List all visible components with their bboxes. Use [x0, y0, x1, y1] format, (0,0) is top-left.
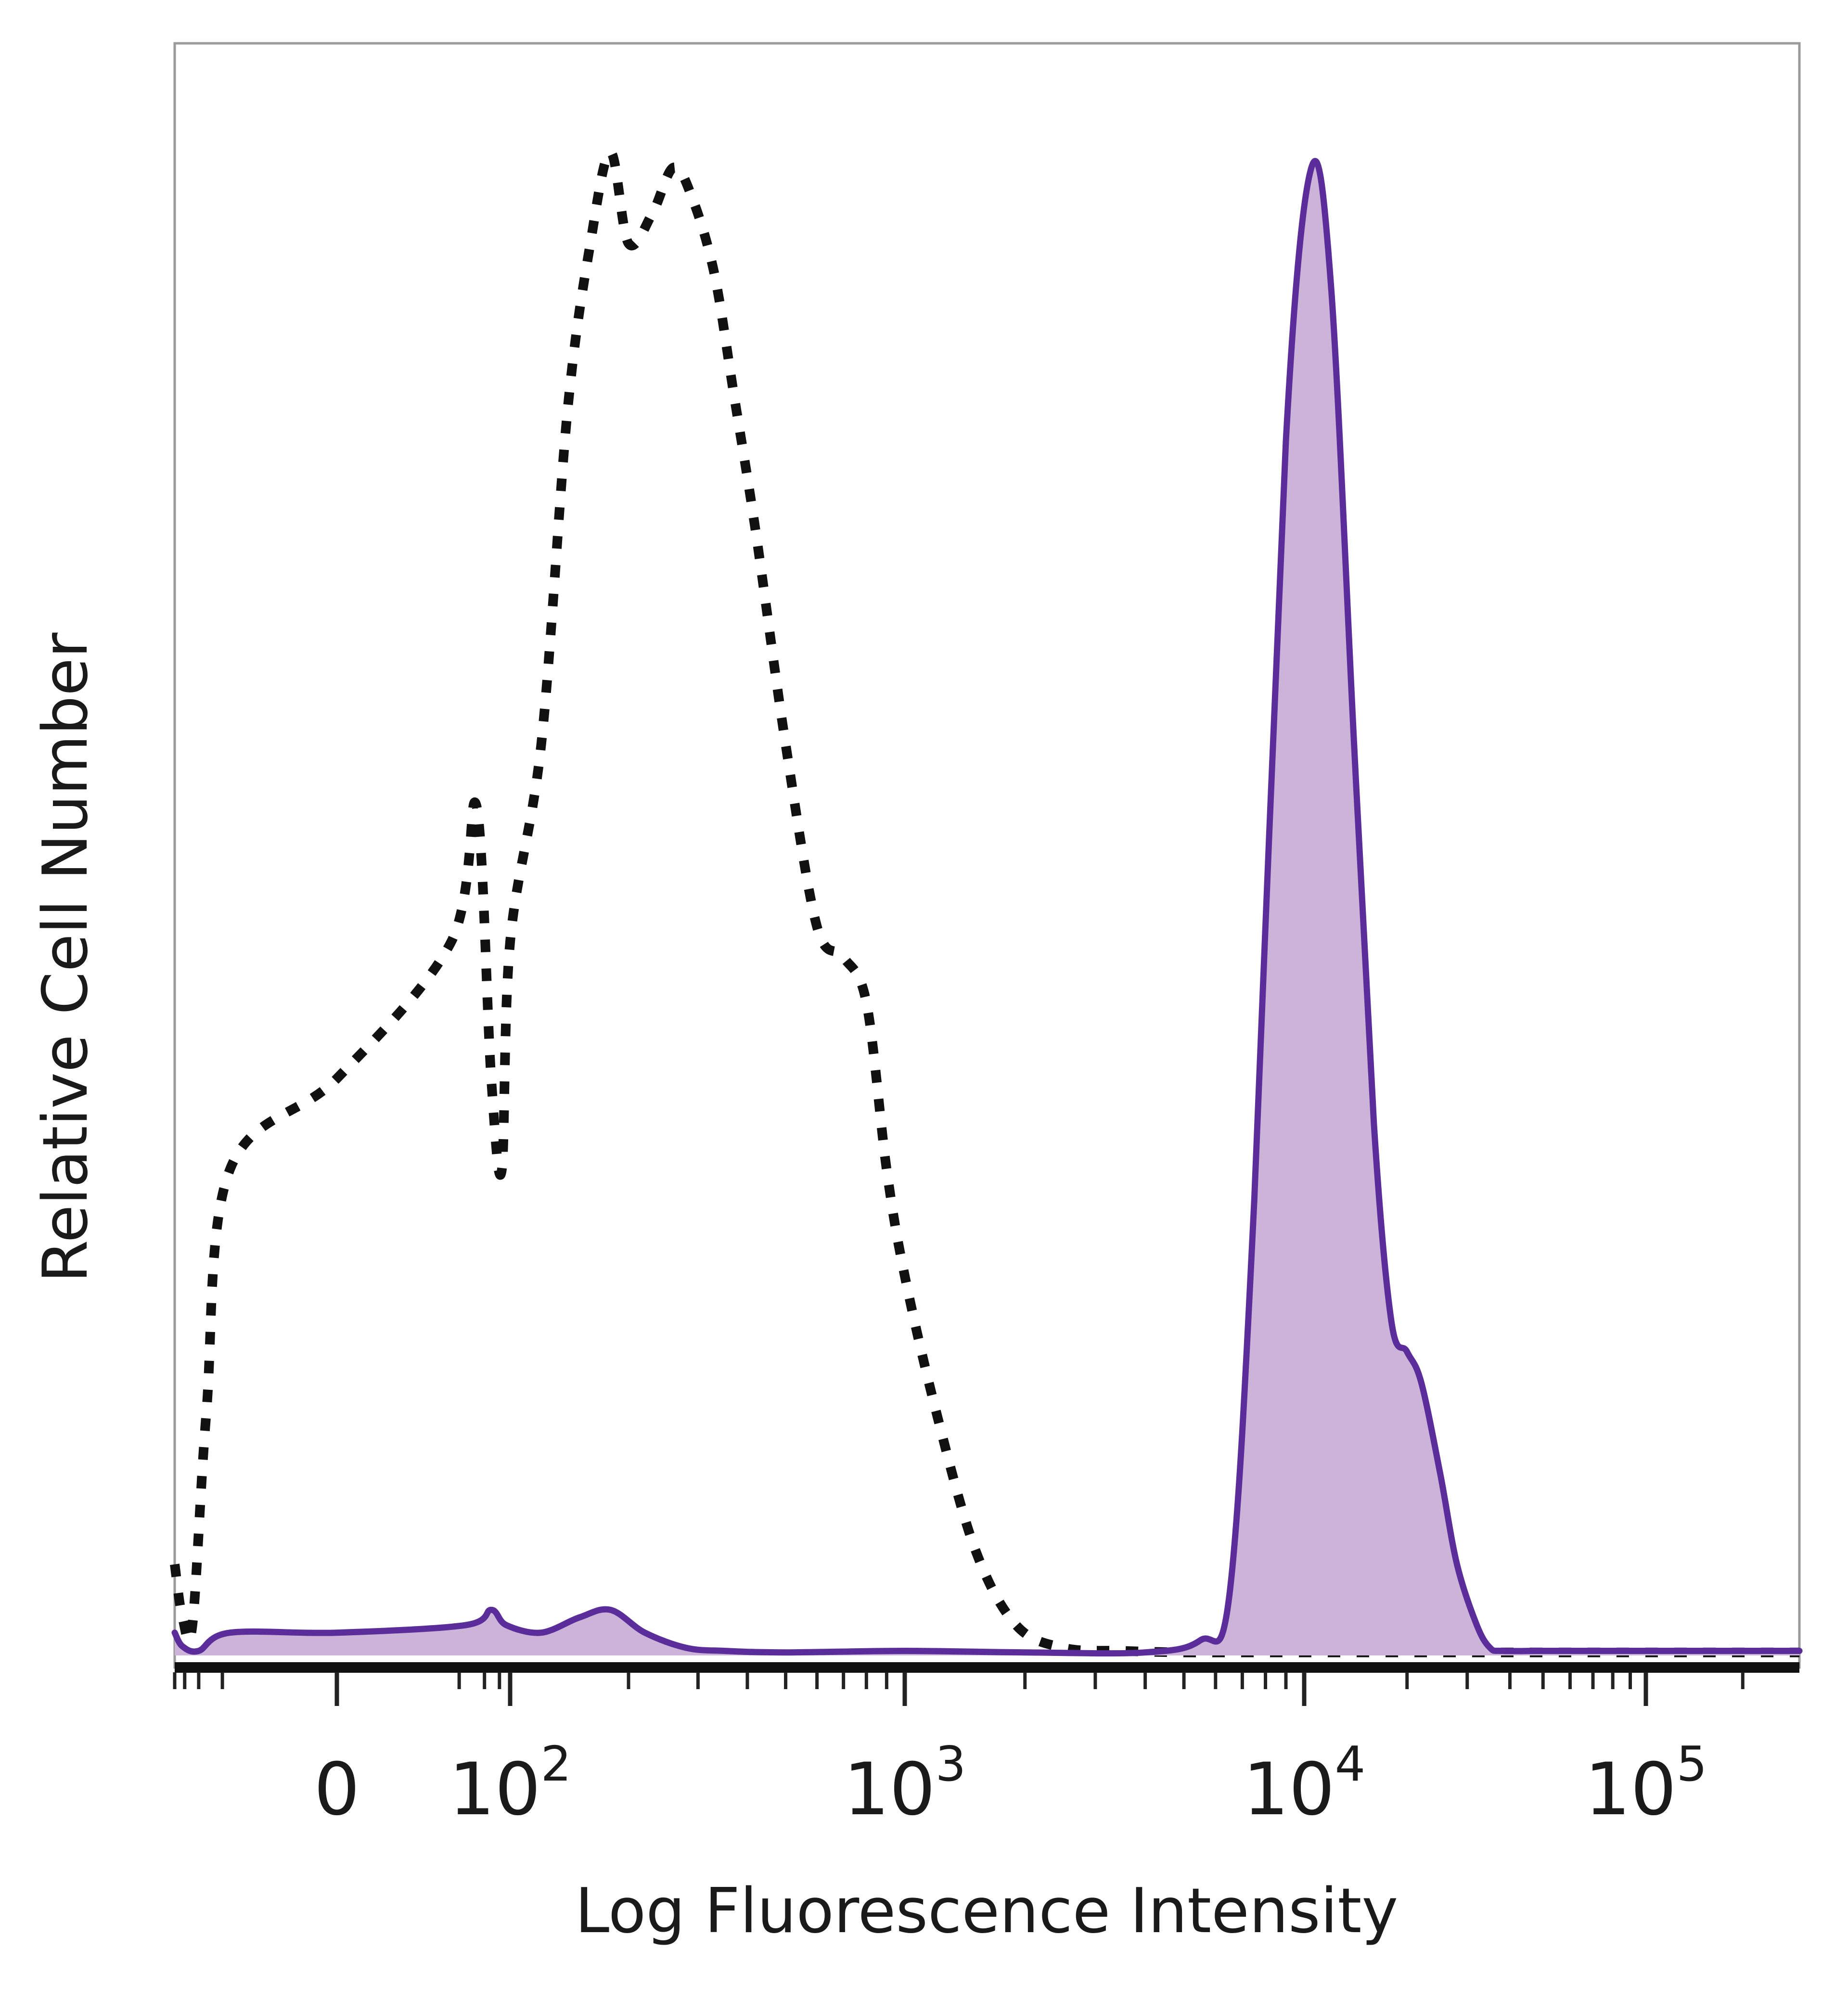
x-tick-label-base: 10	[1585, 1748, 1677, 1832]
x-tick-label: 103	[844, 1736, 966, 1832]
y-axis-title: Relative Cell Number	[30, 632, 102, 1282]
x-axis-title: Log Fluorescence Intensity	[575, 1875, 1398, 1947]
x-tick-label-exponent: 3	[936, 1736, 966, 1792]
plot-frame	[173, 42, 1801, 1669]
x-tick-label-exponent: 5	[1677, 1736, 1707, 1792]
x-tick-label: 105	[1585, 1736, 1707, 1832]
x-tick-label-exponent: 4	[1335, 1736, 1366, 1792]
series-1-area	[175, 161, 1799, 1656]
x-tick-label-base: 10	[1243, 1748, 1335, 1832]
x-tick-label: 0	[314, 1748, 359, 1832]
x-tick-label-base: 10	[844, 1748, 936, 1832]
x-tick-label: 104	[1243, 1736, 1366, 1832]
series-1-line	[171, 158, 1803, 1657]
series-layer	[170, 147, 1803, 1657]
x-tick-label-base: 10	[449, 1748, 541, 1832]
x-tick-layer: 0 102 103 104 105	[173, 1672, 1745, 1832]
x-tick-label-exponent: 2	[541, 1736, 572, 1792]
series-0-line	[170, 147, 1799, 1657]
x-tick-label: 102	[449, 1736, 572, 1832]
x-tick-label-base: 0	[314, 1748, 359, 1832]
